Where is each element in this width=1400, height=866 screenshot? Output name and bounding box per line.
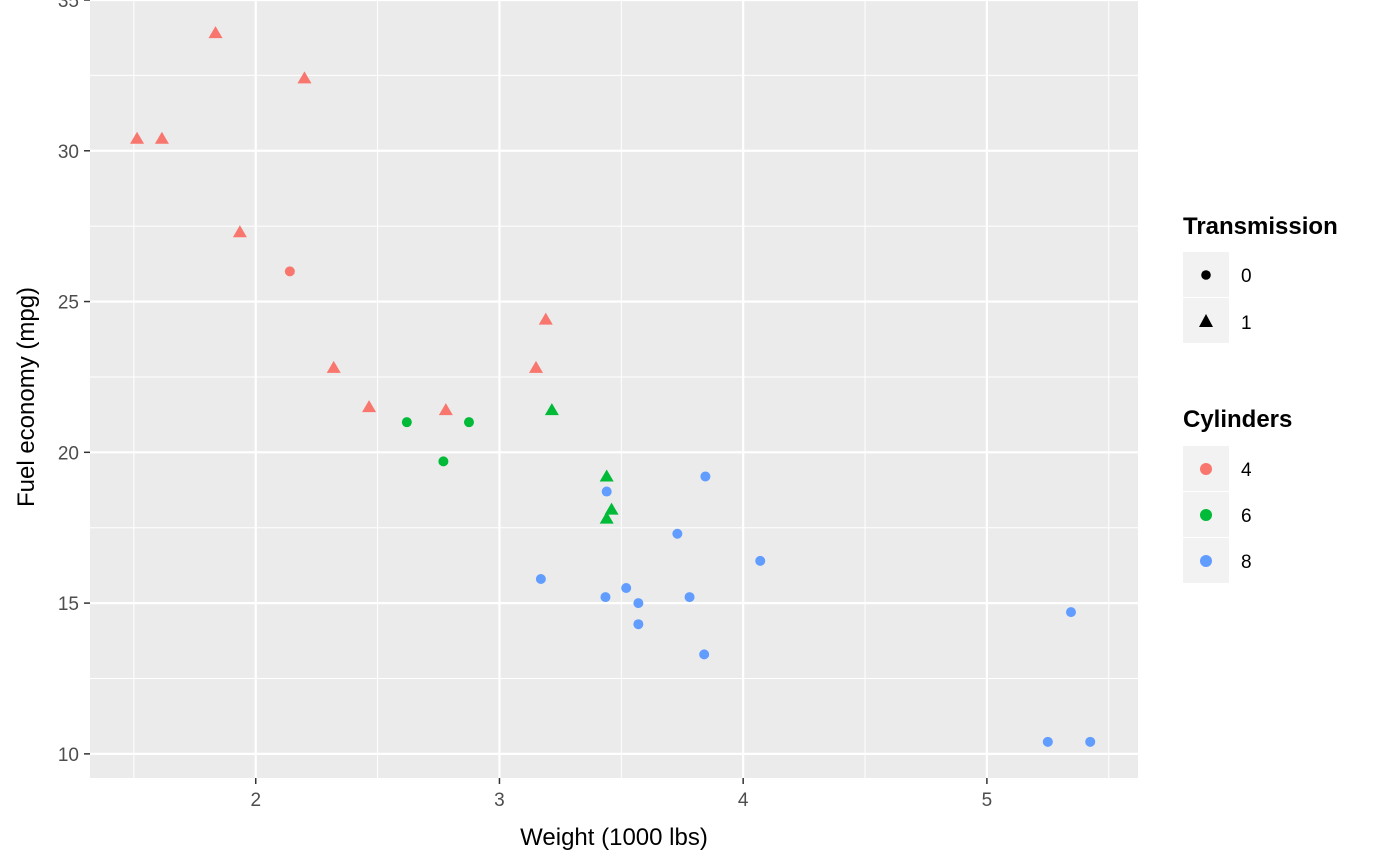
data-point-circle	[684, 592, 695, 603]
data-point-triangle	[297, 71, 312, 84]
data-point-triangle	[438, 403, 453, 416]
legend-key-cyl-8	[1200, 555, 1212, 567]
legend-title-transmission: Transmission	[1183, 213, 1338, 240]
y-tick-label: 25	[58, 293, 79, 314]
data-points	[130, 26, 1096, 747]
data-point-triangle	[599, 469, 614, 482]
data-point-circle	[535, 573, 546, 584]
legend-transmission: Transmission 0 1	[1183, 213, 1338, 343]
legend-key-circle	[1201, 270, 1211, 280]
legend-key-cyl-6	[1200, 509, 1212, 521]
legend-label: 1	[1241, 313, 1252, 334]
legend-label: 8	[1241, 552, 1252, 573]
y-tick-label: 15	[58, 594, 79, 615]
y-axis: 10 15 20 25 30 35	[58, 0, 90, 766]
data-point-circle	[601, 486, 612, 497]
data-point-circle	[438, 456, 449, 467]
data-point-triangle	[208, 26, 223, 39]
data-point-circle	[1042, 736, 1053, 747]
data-point-triangle	[599, 511, 614, 524]
legend-label: 0	[1241, 266, 1252, 287]
data-point-circle	[1065, 607, 1076, 618]
x-axis: 2 3 4 5	[250, 778, 992, 811]
panel-background	[90, 0, 1138, 778]
legend-key-triangle	[1199, 314, 1213, 327]
data-point-circle	[699, 649, 710, 660]
y-tick-label: 35	[58, 0, 79, 12]
data-point-triangle	[130, 131, 145, 144]
data-point-triangle	[544, 403, 559, 416]
data-point-circle	[1085, 736, 1096, 747]
major-gridlines	[90, 0, 1138, 778]
data-point-triangle	[326, 360, 341, 373]
legend-cylinders: Cylinders 4 6 8	[1183, 406, 1292, 583]
x-tick-label: 4	[738, 790, 749, 811]
legend-title-cylinders: Cylinders	[1183, 406, 1292, 433]
data-point-triangle	[538, 312, 553, 325]
data-point-circle	[633, 619, 644, 630]
legend-label: 6	[1241, 506, 1252, 527]
y-tick-label: 20	[58, 443, 79, 464]
data-point-triangle	[529, 360, 544, 373]
data-point-circle	[672, 528, 683, 539]
data-point-circle	[463, 417, 474, 428]
y-axis-title: Fuel economy (mpg)	[13, 287, 40, 507]
legend-label: 4	[1241, 460, 1252, 481]
y-tick-label: 10	[58, 745, 79, 766]
data-point-circle	[600, 592, 611, 603]
legend-key-cyl-4	[1200, 463, 1212, 475]
data-point-triangle	[232, 225, 247, 238]
x-tick-label: 2	[250, 790, 261, 811]
data-point-circle	[284, 266, 295, 277]
data-point-triangle	[604, 502, 619, 515]
x-tick-label: 3	[494, 790, 505, 811]
data-point-circle	[621, 583, 632, 594]
data-point-circle	[700, 471, 711, 482]
x-axis-title: Weight (1000 lbs)	[520, 824, 708, 851]
data-point-triangle	[154, 131, 169, 144]
data-point-triangle	[362, 400, 377, 413]
data-point-circle	[633, 598, 644, 609]
minor-gridlines	[90, 0, 1138, 778]
y-tick-label: 30	[58, 142, 79, 163]
data-point-circle	[755, 555, 766, 566]
data-point-circle	[401, 417, 412, 428]
x-tick-label: 5	[982, 790, 993, 811]
